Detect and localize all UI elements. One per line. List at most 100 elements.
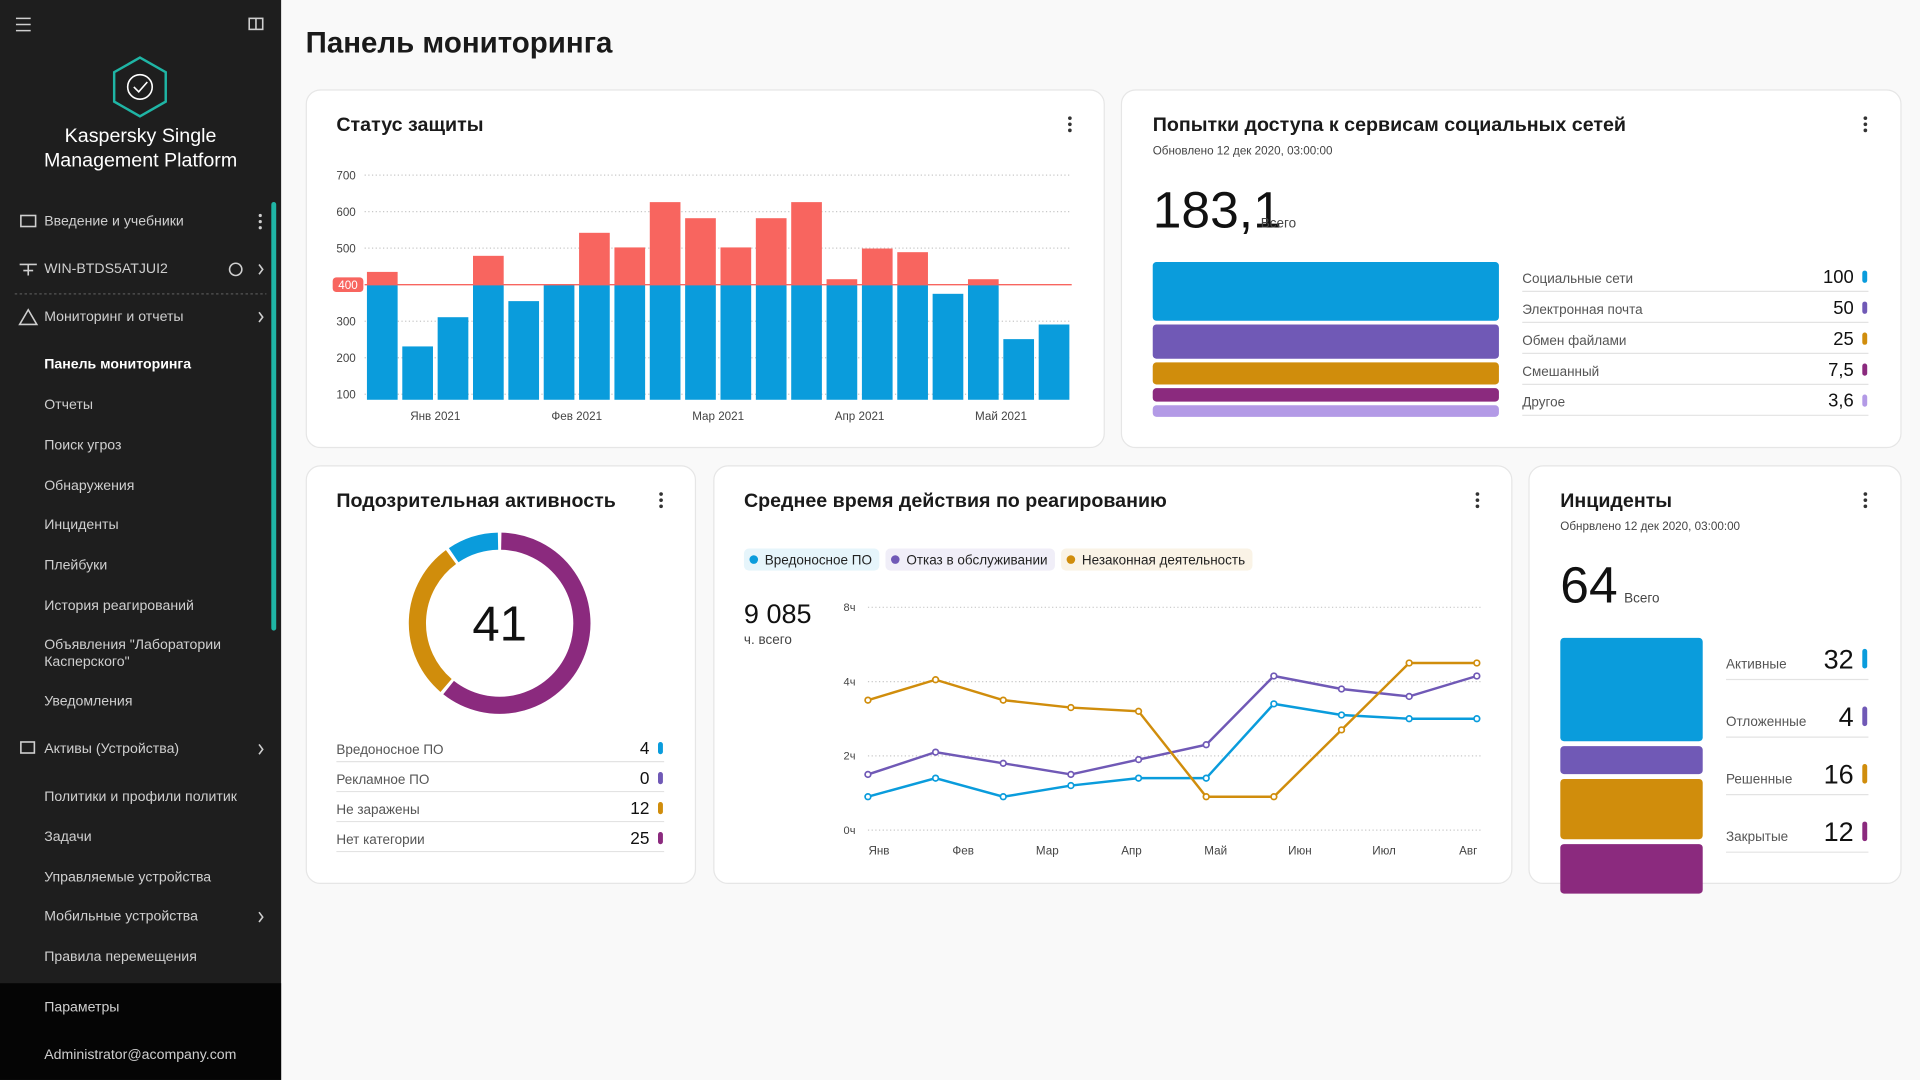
row-value: 25 [630, 828, 649, 848]
menu-item[interactable]: История реагирований [44, 598, 194, 614]
row-value: 50 [1833, 297, 1853, 318]
series-point [864, 793, 872, 801]
sidebar-icons [14, 17, 277, 1064]
series-point [1337, 726, 1346, 734]
user-item[interactable]: Administrator@acompany.com [44, 1048, 237, 1063]
menu-item[interactable]: Введение и учебники [44, 214, 184, 229]
row-color [1862, 764, 1868, 784]
menu-item[interactable]: WIN-BTDS5ATJUI2 [44, 262, 168, 277]
bar-segment [897, 252, 928, 285]
threshold-badge [332, 277, 364, 293]
legend-label: Незаконная деятельность [1082, 552, 1245, 567]
series-point [864, 770, 872, 779]
bar-segment [649, 202, 681, 285]
menu-item[interactable]: Активы (Устройства) [44, 741, 180, 757]
menu-item[interactable]: Отчеты [44, 397, 94, 413]
menu-item[interactable]: Задачи [44, 830, 92, 845]
widget-menu[interactable] [1068, 116, 1073, 134]
bar-segment [967, 279, 999, 285]
menu-item[interactable]: Обнаружения [44, 478, 135, 494]
row-label: Электронная почта [1522, 302, 1643, 317]
x-tick-label: Июн [1288, 845, 1312, 858]
series-point [1473, 672, 1481, 680]
row-value: 3,6 [1828, 390, 1854, 411]
x-tick-label: Мар [1036, 845, 1059, 858]
logo-inner [126, 73, 154, 100]
bar-segment [1038, 324, 1070, 400]
row-color [658, 801, 663, 815]
menu-item[interactable]: Объявления "Лаборатории Касперского" [44, 637, 222, 670]
y-tick-label: 400 [338, 279, 358, 292]
legend-dot [890, 555, 900, 564]
menu-item[interactable]: Плейбуки [44, 558, 108, 574]
series-point [931, 676, 940, 684]
series-point [1202, 774, 1210, 782]
widget-updated: Обновлено 12 дек 2020, 03:00:00 [1152, 144, 1333, 158]
total: 64 [1560, 555, 1617, 613]
widget-menu[interactable] [1475, 492, 1481, 510]
row-label: Обмен файлами [1522, 333, 1626, 348]
menu-item[interactable]: Мобильные устройства [44, 909, 198, 925]
bar-segment [366, 271, 398, 285]
y-tick-label: 500 [336, 242, 356, 255]
series-point [1473, 659, 1481, 667]
bar-segment [437, 317, 469, 400]
bar-segment [473, 255, 504, 285]
menu-item[interactable]: Управляемые устройства [44, 870, 212, 886]
logo [112, 56, 167, 118]
series-point [864, 696, 872, 704]
menu-item[interactable]: Поиск угроз [44, 438, 122, 454]
series-point [1405, 659, 1413, 667]
bar-segment [579, 284, 610, 400]
widget-menu[interactable] [659, 492, 664, 510]
bar-segment [826, 284, 858, 400]
widget-title: Инциденты [1560, 490, 1673, 512]
widget-title: Попытки доступа к сервисам социальных се… [1152, 115, 1627, 136]
bar-segment [685, 284, 716, 400]
widget-title: Статус защиты [336, 115, 484, 136]
row-color [658, 771, 663, 785]
y-tick-label: 600 [336, 206, 356, 219]
y-tick-label: 100 [336, 389, 356, 402]
block [1560, 778, 1703, 840]
bar-segment [1003, 339, 1035, 400]
scrollbar[interactable] [271, 202, 277, 631]
row-color [1862, 394, 1868, 407]
widget-title: Подозрительная активность [336, 490, 616, 512]
gear-icon[interactable] [228, 262, 243, 277]
bar-segment [366, 284, 398, 400]
widget-card [713, 465, 1513, 885]
widget-title: Среднее время действия по реагированию [743, 490, 1167, 512]
menu-icon[interactable] [15, 17, 31, 32]
menu-item[interactable]: Инциденты [44, 517, 119, 533]
bar-segment [614, 247, 646, 285]
row-label: Рекламное ПО [336, 772, 429, 787]
series-point [1473, 715, 1481, 723]
menu-item[interactable]: Политики и профили политик [44, 789, 237, 805]
total: 9 085 [744, 599, 812, 629]
menu-item[interactable]: Уведомления [44, 694, 133, 709]
brand-line: Management Platform [43, 150, 238, 172]
legend-chip [1061, 548, 1253, 571]
menu-item[interactable]: Мониторинг и отчеты [44, 309, 184, 325]
settings-item[interactable]: Параметры [44, 1000, 120, 1016]
bar-segment [543, 284, 575, 400]
menu-item[interactable]: Панель мониторинга [44, 357, 192, 373]
widget-menu[interactable] [1863, 492, 1869, 510]
widget-menu[interactable] [1863, 116, 1869, 134]
y-tick-label: 0ч [844, 825, 856, 837]
series-point [1337, 711, 1346, 719]
row-color [1862, 301, 1868, 314]
series-point [999, 696, 1007, 704]
y-tick-label: 4ч [844, 676, 856, 688]
menu-item[interactable]: Правила перемещения [44, 950, 197, 965]
item-icon [20, 741, 36, 754]
x-tick-label: Мар 2021 [692, 410, 744, 423]
series-line [867, 674, 1478, 776]
series-point [1405, 692, 1413, 701]
y-tick-label: 8ч [844, 602, 856, 614]
logo-check [133, 81, 148, 93]
x-tick-label: Янв 2021 [410, 410, 460, 423]
